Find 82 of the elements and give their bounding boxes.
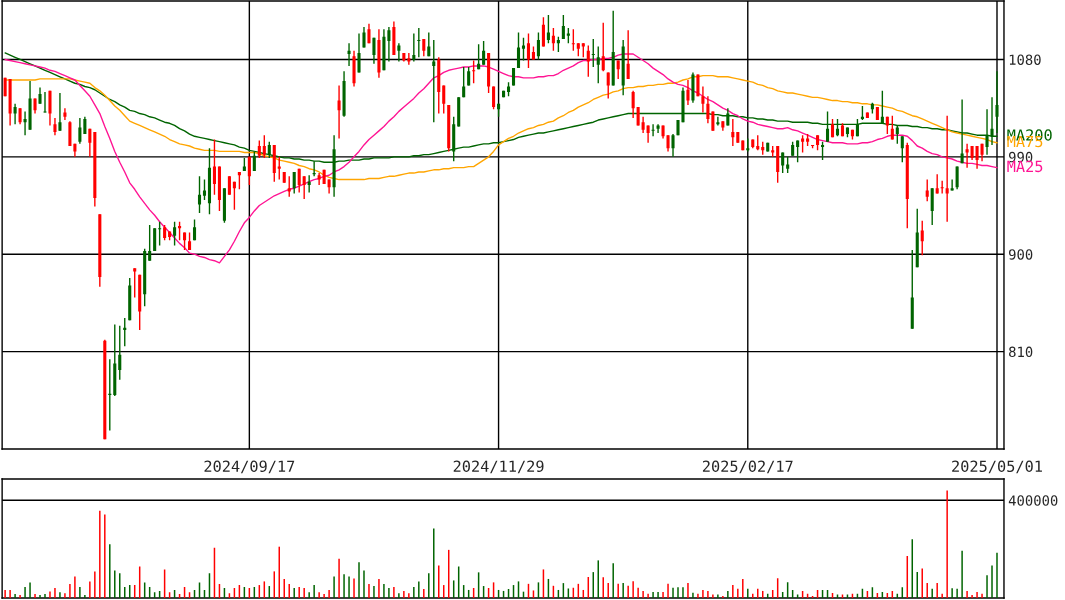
candlestick [900,135,904,163]
candlestick [412,32,416,63]
candlestick [13,103,17,126]
candlestick [631,90,635,119]
candlestick [706,95,710,124]
candlestick [173,221,177,247]
candlestick [262,134,266,159]
candlestick [88,128,92,158]
candlestick [482,40,486,66]
candlestick [701,85,705,114]
candlestick [551,27,555,52]
candlestick [925,178,929,202]
candlestick [995,70,999,134]
candlestick [920,219,924,256]
candlestick [890,115,894,141]
y-tick-label: 810 [1009,346,1033,358]
x-tick-label: 2025/05/01 [952,460,1042,474]
x-tick-label: 2024/11/29 [453,460,544,474]
candlestick [287,175,291,198]
candlestick [571,28,575,52]
candlestick [397,42,401,63]
candlestick [153,227,157,252]
candlestick [347,42,351,67]
candlestick [935,173,939,195]
x-tick-label: 2024/09/17 [204,460,295,474]
candlestick [148,224,152,262]
candlestick [601,21,605,73]
candlestick [307,174,311,194]
candlestick [78,117,82,145]
candlestick [606,71,610,100]
y-tick-label: 1080 [1009,54,1041,65]
candlestick [432,39,436,123]
candlestick [197,175,202,214]
candlestick [546,14,550,44]
candlestick [536,31,540,61]
candlestick [387,26,391,63]
candlestick [118,324,122,381]
candlestick [417,27,421,58]
candlestick [596,45,600,84]
candlestick [895,124,899,145]
candlestick [561,14,565,40]
y-tick-label: 400000 [1008,495,1058,506]
candlestick [965,143,969,169]
candlestick [227,175,231,196]
candlestick [232,181,236,211]
candlestick [711,110,715,132]
candlestick [407,52,411,66]
y-tick-label: 900 [1009,249,1033,260]
candlestick [442,84,446,115]
candlestick [202,178,207,201]
candlestick [521,37,526,62]
candlestick [671,133,675,158]
candlestick [372,37,376,65]
candlestick [825,110,830,143]
candlestick [212,138,217,196]
candlestick [357,32,361,74]
candlestick [945,115,949,223]
candlestick [462,66,466,99]
candlestick [302,175,306,200]
candlestick [43,91,47,114]
candlestick [686,79,690,106]
candlestick [516,31,521,69]
candlestick [133,267,137,299]
candlestick [626,29,630,80]
candlestick [337,84,341,140]
x-tick-label: 2025/02/17 [702,460,793,474]
candlestick [58,92,62,132]
candlestick [586,44,590,78]
candlestick [591,38,595,68]
candlestick [247,156,251,186]
candlestick [880,90,884,124]
candlestick [472,59,476,84]
candlestick [940,179,944,195]
candlestick [362,26,366,49]
candlestick [108,358,112,432]
candlestick [930,187,934,226]
candlestick [541,16,545,48]
candlestick [158,221,162,247]
candlestick [68,120,72,147]
candlestick [526,32,531,69]
candlestick [651,123,655,137]
candlestick [48,90,52,127]
